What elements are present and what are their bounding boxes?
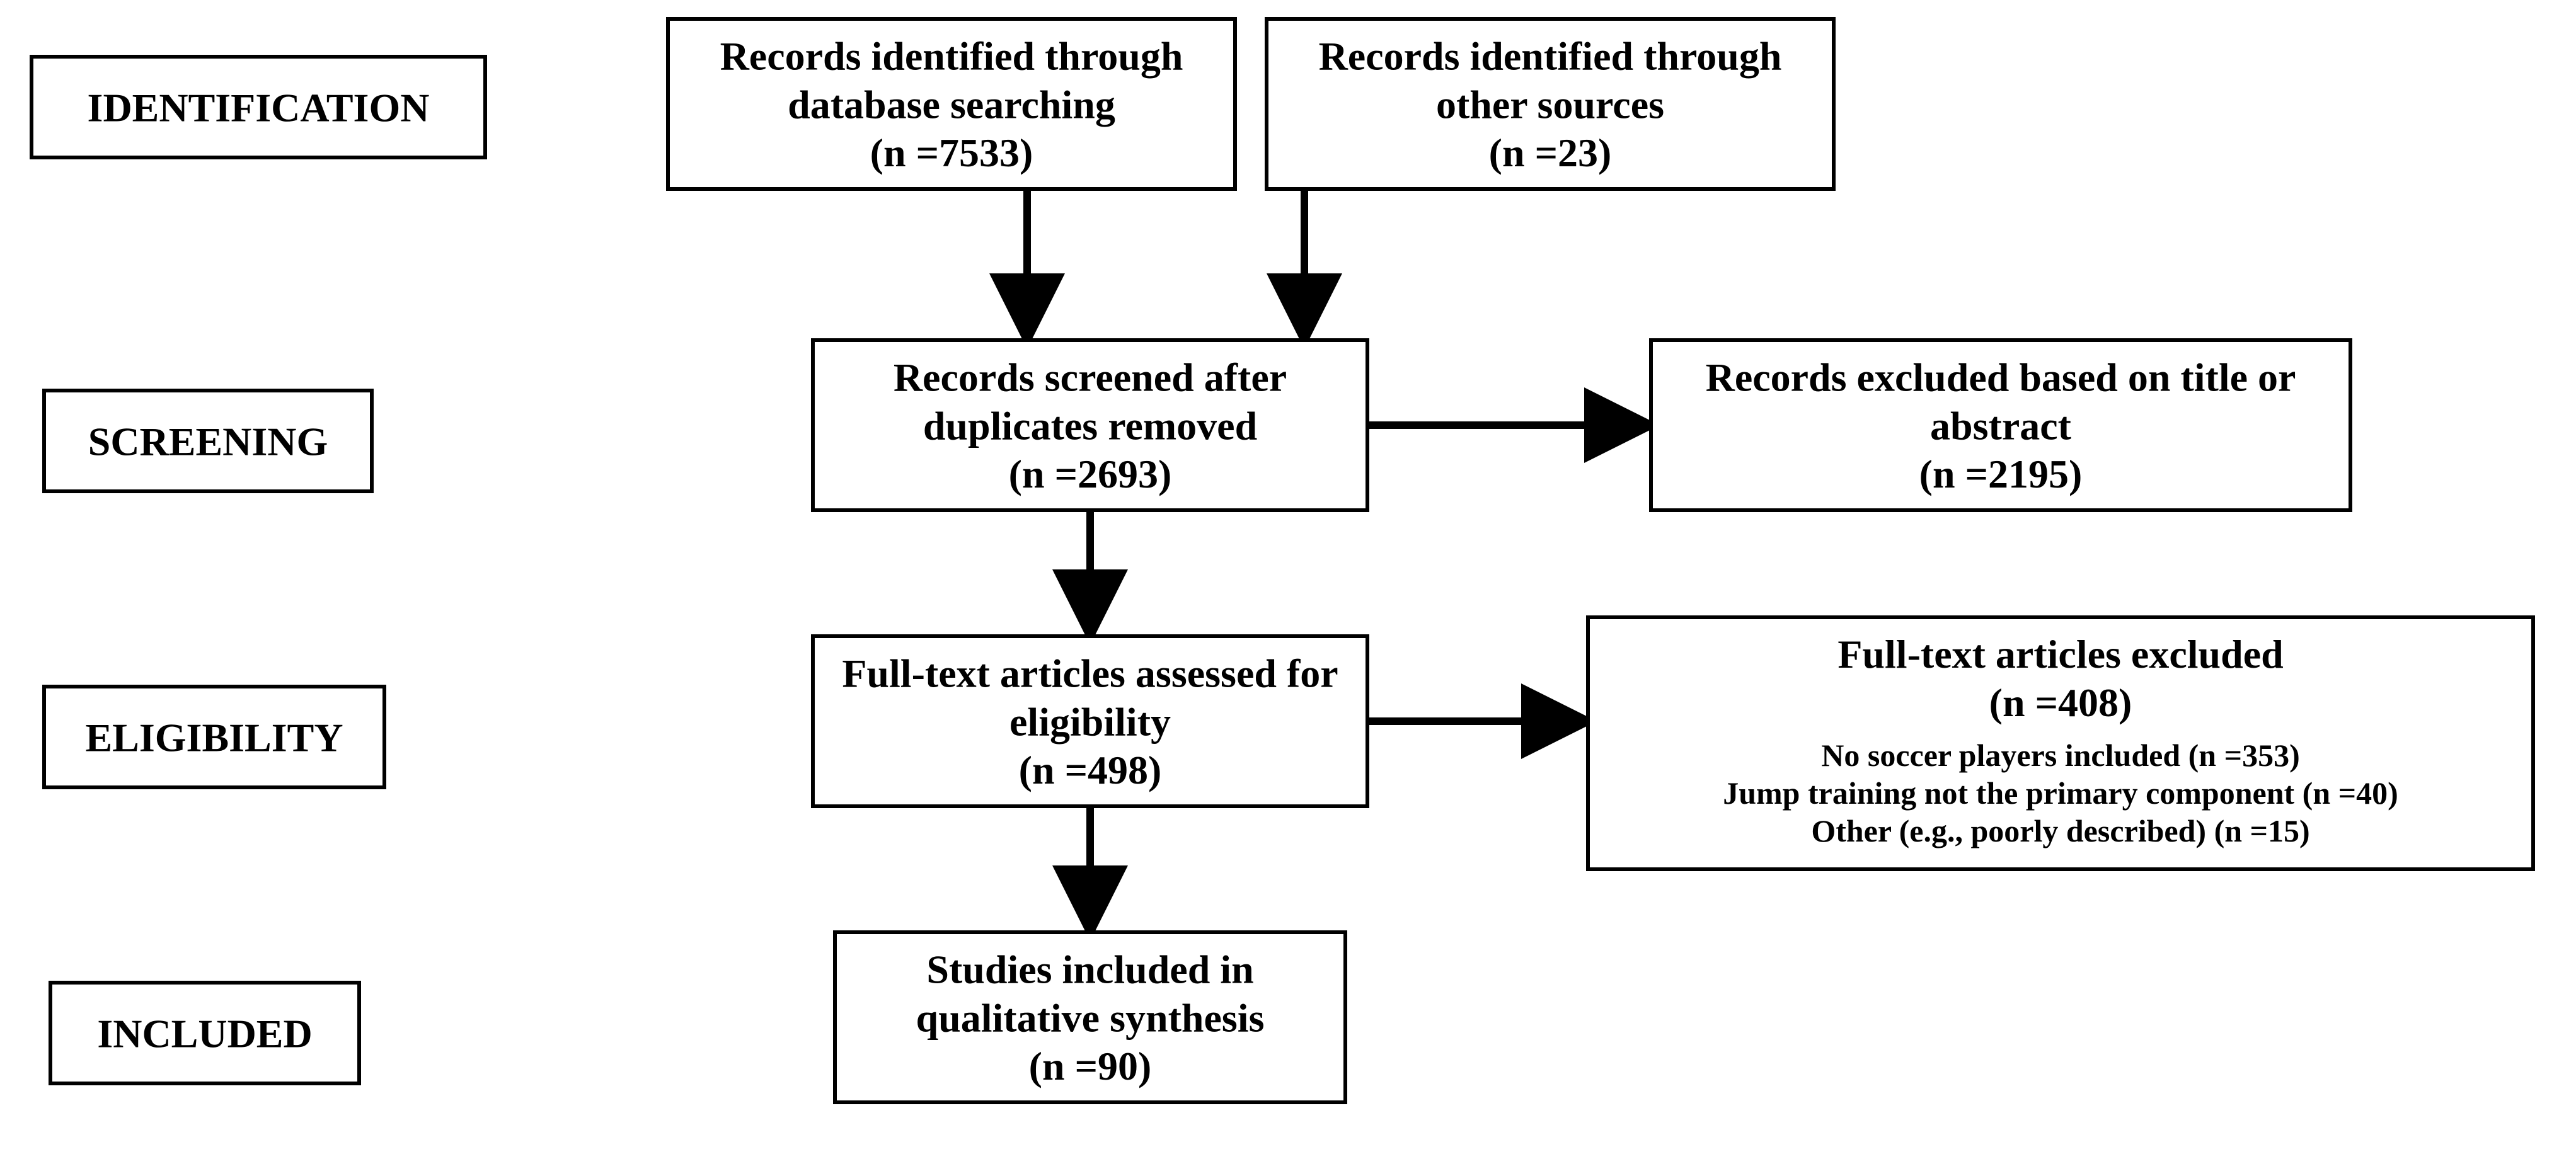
stage-included-label: INCLUDED xyxy=(97,1011,312,1056)
node-excl2-text-details: No soccer players included (n =353)Jump … xyxy=(1723,738,2398,848)
stage-eligibility-label: ELIGIBILITY xyxy=(85,715,343,760)
stage-identification-label: IDENTIFICATION xyxy=(88,85,430,130)
stage-screening-label: SCREENING xyxy=(88,419,328,464)
prisma-flowchart: IDENTIFICATION SCREENING ELIGIBILITY INCLUD… xyxy=(0,0,2576,1159)
